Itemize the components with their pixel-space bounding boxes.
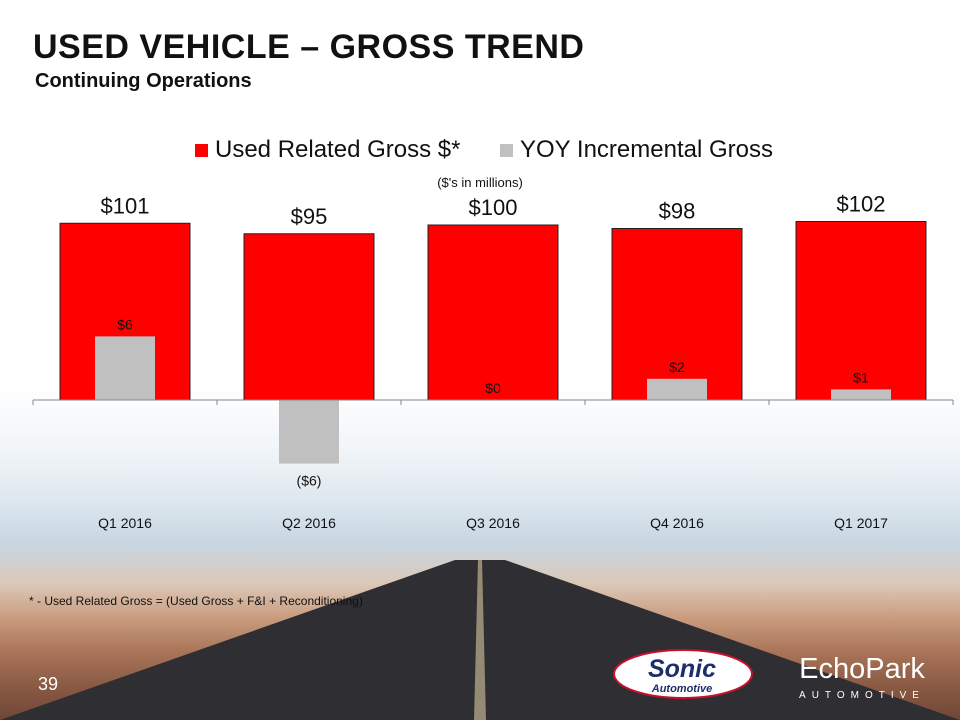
bar-used-gross-4 xyxy=(795,221,927,401)
legend-label-yoy-gross: YOY Incremental Gross xyxy=(520,136,773,163)
sonic-logo-text: Sonic xyxy=(648,655,716,683)
automotive-logo-text: Automotive xyxy=(651,683,713,695)
echopark-automotive-logo: EchoPark AUTOMOTIVE xyxy=(799,653,925,701)
legend-swatch-yoy-gross xyxy=(500,143,513,157)
x-tick-label-4: Q1 2017 xyxy=(834,515,888,531)
x-tick-label-2: Q3 2016 xyxy=(466,515,520,531)
label-used-gross-1: $95 xyxy=(291,204,328,229)
x-tick-label-0: Q1 2016 xyxy=(98,515,152,531)
label-used-gross-3: $98 xyxy=(659,199,696,224)
bar-yoy-gross-0 xyxy=(95,336,155,400)
label-yoy-gross-4: $1 xyxy=(853,369,869,385)
bar-chart: $101 $6 Q1 2016 $95 ($6) Q2 2016 $100 $0 Q3 2016… xyxy=(32,192,954,531)
bar-yoy-gross-4 xyxy=(831,389,891,400)
page-subtitle: Continuing Operations xyxy=(35,70,252,92)
legend-item-used-gross: Used Related Gross $* xyxy=(195,136,460,164)
x-tick-label-3: Q4 2016 xyxy=(650,515,704,531)
label-used-gross-4: $102 xyxy=(837,192,886,217)
bar-used-gross-1 xyxy=(243,233,375,401)
footnote: * - Used Related Gross = (Used Gross + F… xyxy=(29,594,363,608)
label-yoy-gross-2: $0 xyxy=(485,380,501,396)
bar-yoy-gross-1 xyxy=(279,400,339,464)
page-number: 39 xyxy=(38,674,59,694)
sonic-automotive-logo: Sonic Automotive xyxy=(613,649,753,699)
label-yoy-gross-3: $2 xyxy=(669,359,685,375)
echopark-logo-text: EchoPark xyxy=(799,653,925,685)
page-title: USED VEHICLE – GROSS TREND xyxy=(33,28,585,66)
legend-item-yoy-gross: YOY Incremental Gross xyxy=(500,136,773,164)
legend-label-used-gross: Used Related Gross $* xyxy=(215,136,461,163)
bar-used-gross-2 xyxy=(427,224,559,401)
chart-legend: Used Related Gross $* YOY Incremental Gr… xyxy=(0,136,960,170)
echopark-automotive-text: AUTOMOTIVE xyxy=(799,690,925,701)
legend-swatch-used-gross xyxy=(195,143,208,157)
label-yoy-gross-1: ($6) xyxy=(297,473,322,489)
label-used-gross-0: $101 xyxy=(101,193,150,218)
x-tick-label-1: Q2 2016 xyxy=(282,515,336,531)
label-used-gross-2: $100 xyxy=(469,195,518,220)
label-yoy-gross-0: $6 xyxy=(117,316,133,332)
bar-used-gross-3 xyxy=(611,228,743,401)
units-note: ($'s in millions) xyxy=(437,175,523,190)
bar-yoy-gross-3 xyxy=(647,378,707,400)
